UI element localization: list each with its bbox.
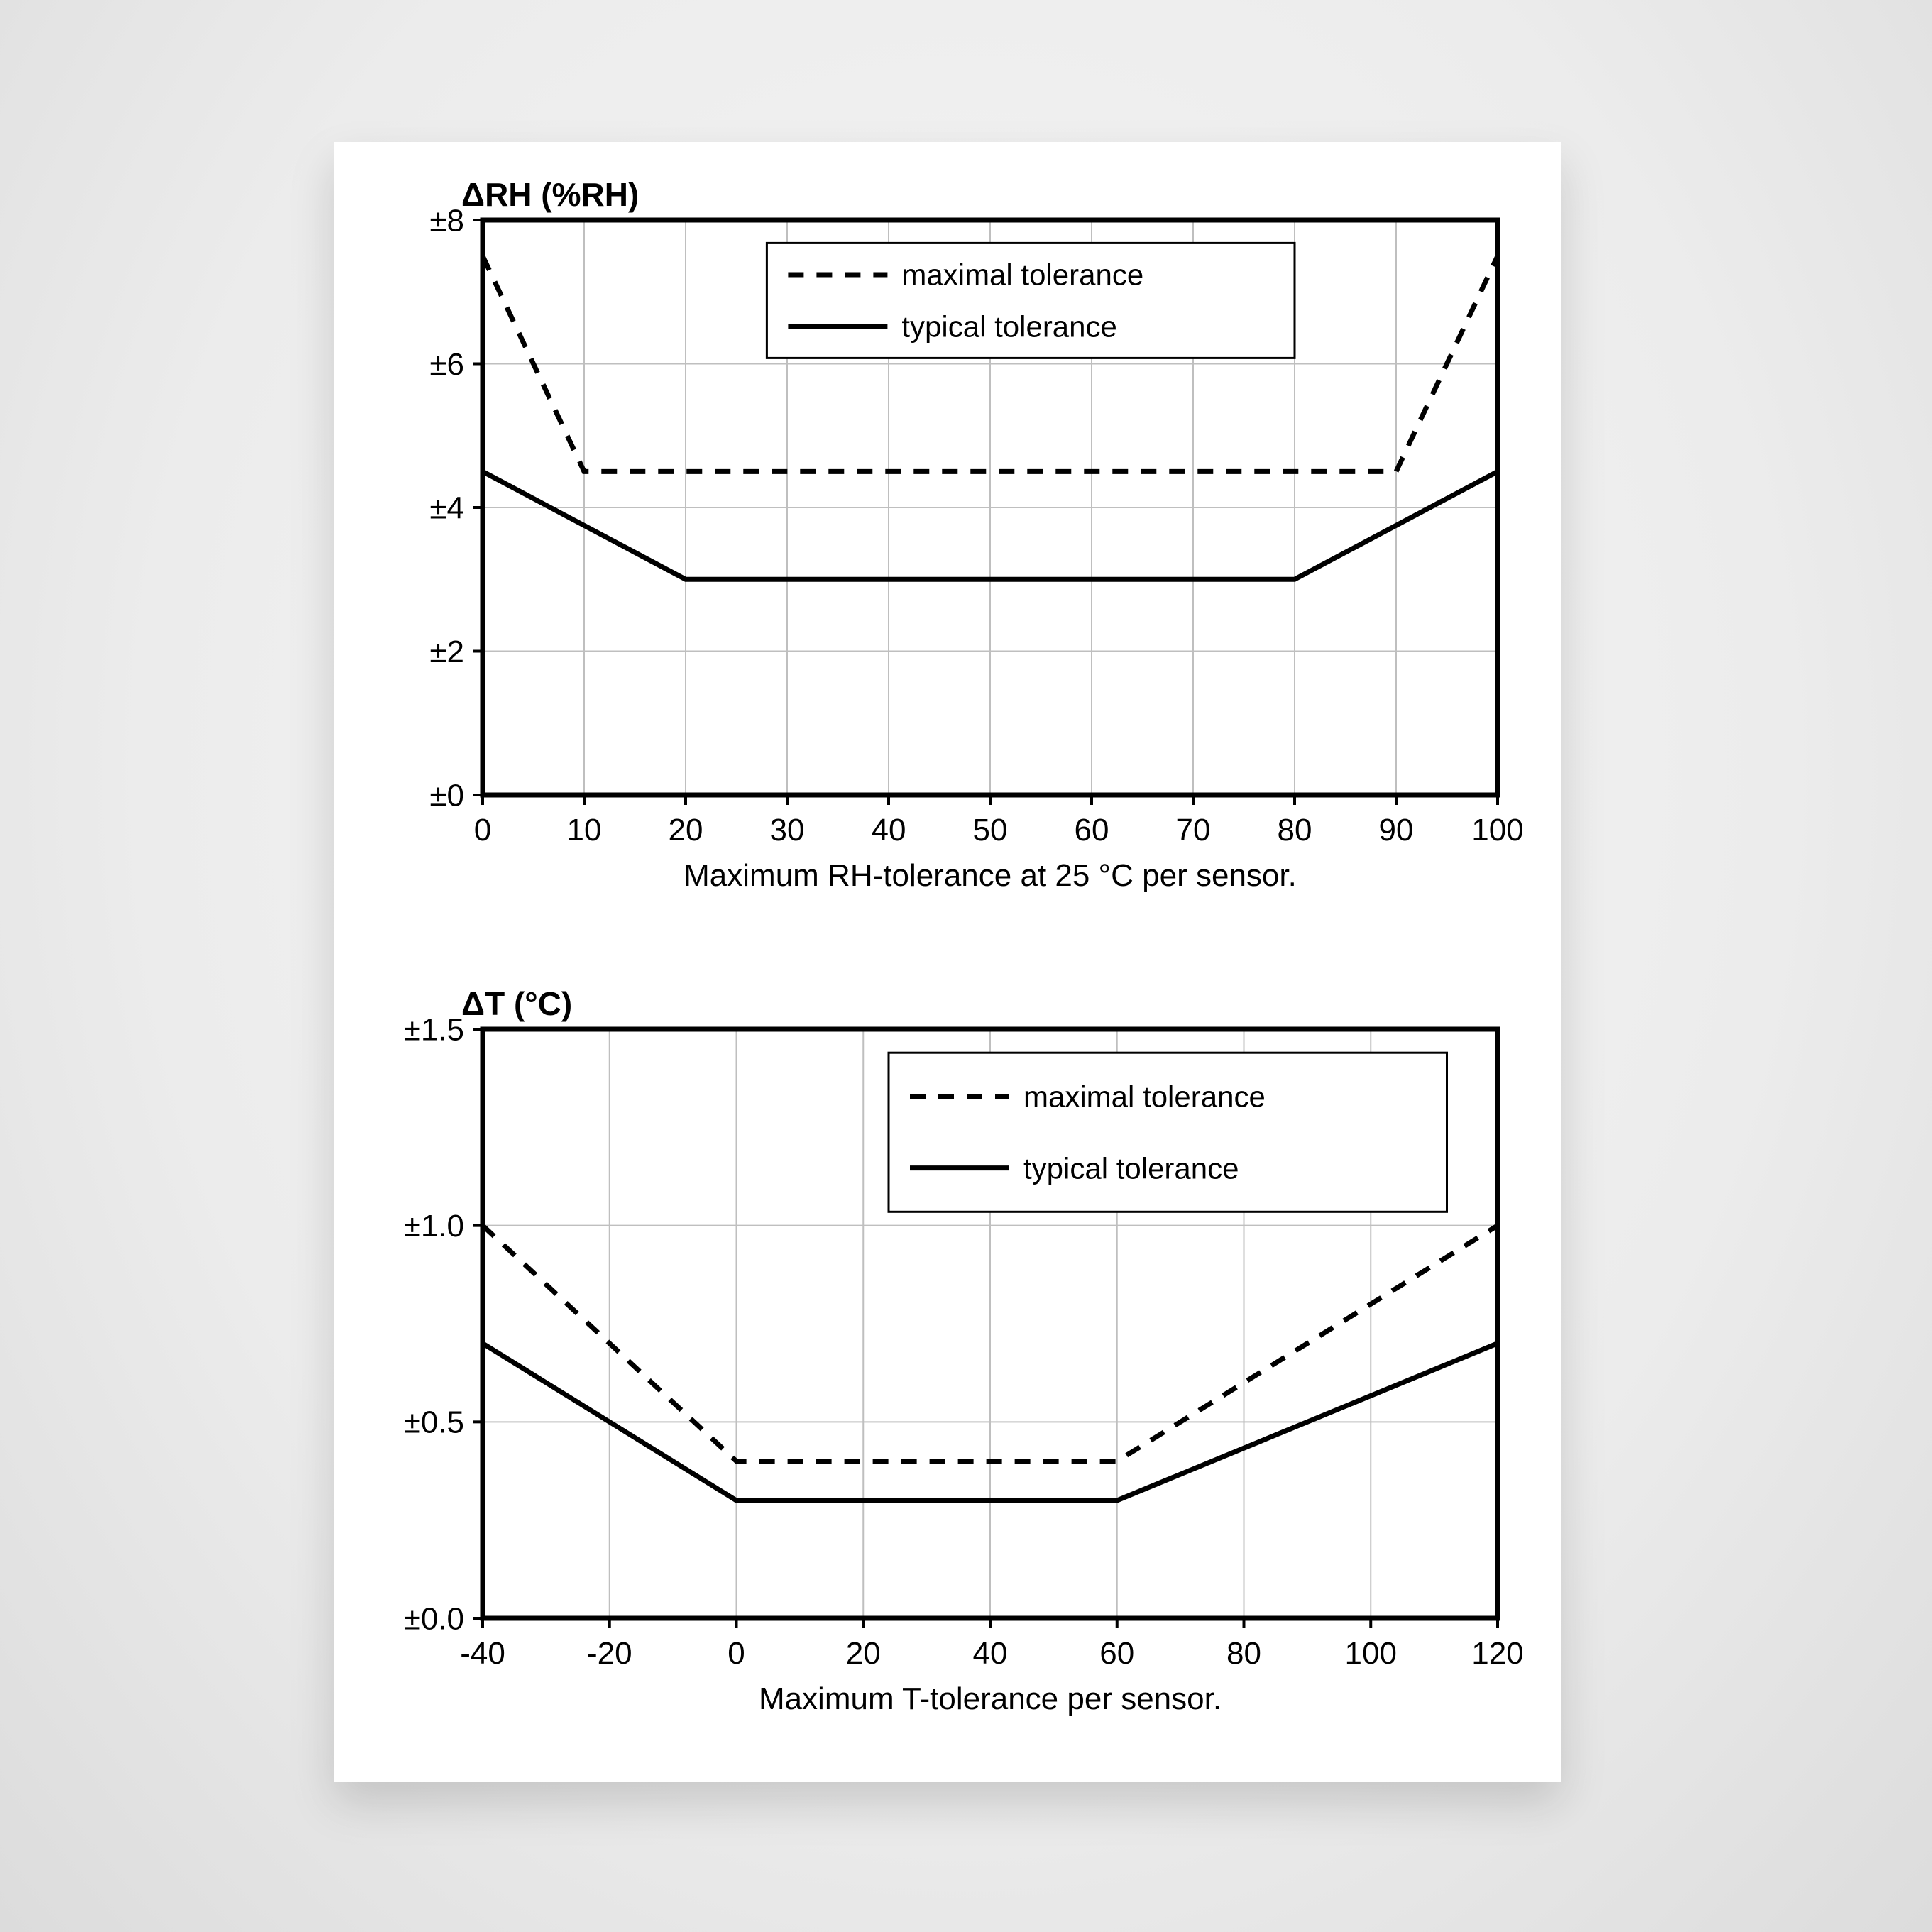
x-tick-label: -40 [460, 1636, 505, 1671]
x-tick-label: 20 [669, 813, 703, 847]
chart-caption: Maximum T-tolerance per sensor. [759, 1681, 1222, 1716]
chart-card: 0 10 20 30 40 50 60 70 80 90 100 ±0 ±2 ±4 ±6 ±8ΔRH (%RH… [334, 142, 1561, 1782]
x-tick-label: 80 [1226, 1636, 1261, 1671]
legend-item-maximal: maximal tolerance [901, 258, 1143, 292]
x-tick-label: 70 [1176, 813, 1211, 847]
x-tick-label: 0 [728, 1636, 745, 1671]
x-tick-label: 10 [567, 813, 602, 847]
legend-item-maximal: maximal tolerance [1023, 1080, 1266, 1114]
y-tick-label: ±8 [429, 203, 464, 238]
y-tick-label: ±2 [429, 635, 464, 669]
x-tick-label: 80 [1278, 813, 1312, 847]
y-tick-label: ±0 [429, 778, 464, 813]
x-tick-label: 60 [1075, 813, 1109, 847]
x-tick-label: 90 [1379, 813, 1414, 847]
y-tick-label: ±6 [429, 347, 464, 382]
x-tick-label: 0 [474, 813, 491, 847]
y-tick-label: ±0.5 [404, 1405, 464, 1440]
x-tick-label: 40 [973, 1636, 1008, 1671]
x-tick-label: -20 [587, 1636, 632, 1671]
legend-item-typical: typical tolerance [901, 310, 1117, 344]
y-tick-label: ±1.0 [404, 1209, 464, 1244]
x-tick-label: 20 [846, 1636, 881, 1671]
x-tick-label: 100 [1345, 1636, 1397, 1671]
x-tick-label: 100 [1471, 813, 1523, 847]
axis-title: ΔRH (%RH) [461, 176, 639, 213]
y-tick-label: ±1.5 [404, 1012, 464, 1047]
x-tick-label: 120 [1471, 1636, 1523, 1671]
axis-title: ΔT (°C) [461, 985, 572, 1022]
legend-item-typical: typical tolerance [1023, 1151, 1239, 1185]
x-tick-label: 50 [973, 813, 1008, 847]
x-tick-label: 40 [872, 813, 906, 847]
y-tick-label: ±0.0 [404, 1601, 464, 1636]
x-tick-label: 60 [1099, 1636, 1134, 1671]
chart-caption: Maximum RH-tolerance at 25 °C per sensor… [684, 858, 1297, 893]
y-tick-label: ±4 [429, 490, 464, 525]
x-tick-label: 30 [770, 813, 805, 847]
legend-box [889, 1053, 1447, 1212]
charts-svg: 0 10 20 30 40 50 60 70 80 90 100 ±0 ±2 ±4 ±6 ±8ΔRH (%RH… [334, 142, 1561, 1782]
